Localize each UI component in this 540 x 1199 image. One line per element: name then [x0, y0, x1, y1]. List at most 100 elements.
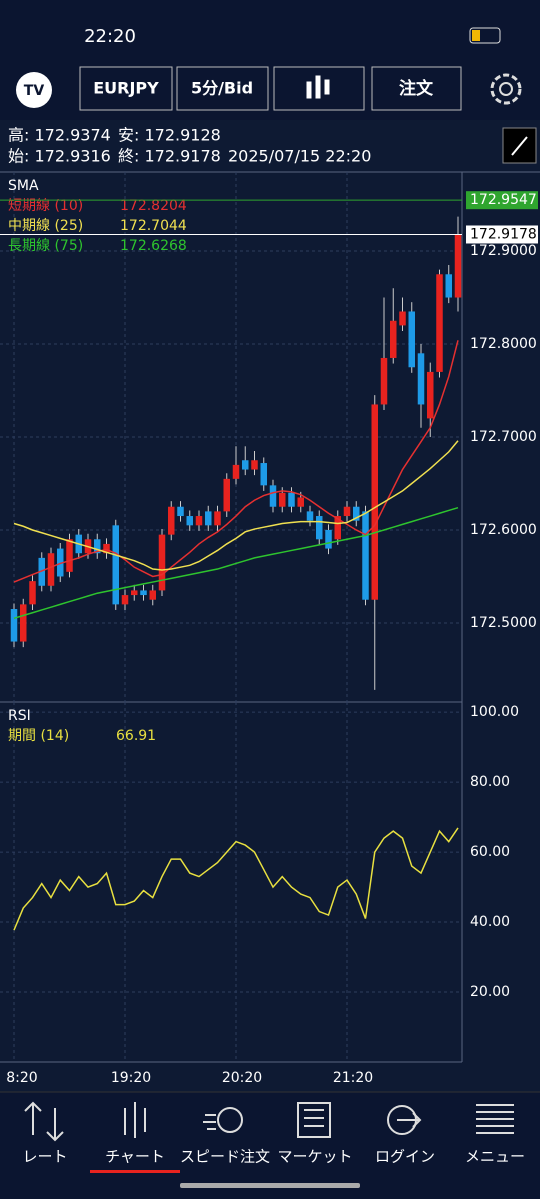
info-high: 高: 172.9374 [8, 126, 111, 145]
candle-body [251, 460, 258, 470]
line-series [13, 440, 459, 571]
y-tick-label: 20.00 [470, 984, 510, 1000]
x-tick-label: 8:20 [6, 1070, 37, 1086]
active-tab [90, 1170, 180, 1173]
home-indicator [180, 1183, 360, 1188]
nav-icons [24, 1101, 514, 1142]
candle-body [408, 311, 415, 368]
candle-body [306, 511, 314, 521]
candle-body [214, 511, 221, 526]
legend-name: 期間 (14) [8, 728, 69, 744]
candle-body [325, 529, 332, 549]
x-tick-label: 20:20 [222, 1070, 262, 1086]
candle-body [390, 320, 397, 358]
candle-body [316, 516, 323, 540]
candle-body [353, 506, 360, 521]
legend-name: 中期線 (25) [8, 218, 83, 234]
candle-body [168, 506, 175, 535]
candle-body [269, 485, 277, 507]
price-badge [466, 225, 538, 244]
price-label: 172.9547 [470, 192, 537, 208]
candle-body [205, 511, 212, 526]
logo[interactable] [16, 72, 52, 108]
settings-core [499, 82, 513, 96]
x-tick-label: 19:20 [111, 1070, 151, 1086]
y-tick-label: 172.6000 [470, 522, 537, 538]
candle-body [436, 274, 443, 372]
candle-body [334, 516, 341, 540]
nav-label[interactable]: チャート [105, 1148, 165, 1166]
candle-body [343, 506, 351, 517]
nav-label[interactable]: ログイン [375, 1148, 435, 1166]
candle-body [149, 590, 156, 600]
nav-label[interactable]: マーケット [277, 1148, 352, 1166]
candle-body [399, 311, 406, 326]
y-tick-label: 60.00 [470, 844, 510, 860]
nav-label[interactable]: スピード注文 [180, 1148, 270, 1166]
legend-name: 短期線 (10) [8, 198, 83, 214]
candle-body [140, 590, 147, 596]
logo-mark: TV [24, 83, 45, 99]
clock: 22:20 [84, 26, 136, 47]
pencil [511, 136, 528, 156]
y-tick-label: 40.00 [470, 914, 510, 930]
nav-label[interactable]: メニュー [465, 1148, 525, 1166]
info-open: 始: 172.9316 [8, 147, 111, 166]
candle-body [371, 404, 378, 600]
panel-title: RSI [8, 708, 31, 724]
candle-body [445, 274, 452, 298]
nav-bar [0, 1092, 540, 1199]
nav-label[interactable]: レート [22, 1148, 67, 1166]
candle-body [454, 234, 462, 298]
candle-body [297, 497, 304, 507]
candle-body [131, 590, 138, 596]
line-series [13, 340, 459, 583]
candle-body [94, 539, 101, 554]
candle-body [223, 478, 230, 512]
candle-body [427, 371, 434, 419]
candle-body [20, 604, 27, 642]
legend-value: 172.6268 [120, 238, 187, 254]
candle-body [103, 543, 110, 554]
symbol: EURJPY [93, 79, 159, 98]
battery [469, 27, 501, 44]
candle-body [29, 581, 36, 605]
y-tick-label: 100.00 [470, 704, 519, 720]
candle-body [57, 548, 64, 577]
candle-body [279, 492, 286, 507]
symbol-button[interactable] [79, 66, 173, 111]
candle-icon [306, 75, 330, 99]
y-tick-label: 172.5000 [470, 615, 537, 631]
interval: 5分/Bid [191, 79, 253, 98]
y-tick-label: 80.00 [470, 774, 510, 790]
panel-title: SMA [8, 178, 39, 194]
order-button[interactable] [371, 66, 462, 111]
status-bar [0, 0, 540, 60]
candle-body [288, 492, 295, 507]
line-series [13, 506, 459, 620]
legend-name: 長期線 (75) [8, 238, 83, 254]
candle-body [242, 460, 249, 470]
candle-body [195, 516, 203, 526]
info-low: 安: 172.9128 [118, 126, 221, 145]
y-tick-label: 172.8000 [470, 336, 537, 352]
info-datetime: 2025/07/15 22:20 [228, 147, 371, 166]
price-badge [466, 191, 538, 210]
candle-body [260, 463, 267, 486]
candle-body [417, 353, 425, 405]
interval-button[interactable] [176, 66, 269, 111]
settings[interactable] [490, 73, 522, 105]
candle-body [112, 525, 119, 605]
info-close: 終: 172.9178 [118, 147, 221, 166]
candle-body [186, 516, 193, 526]
price-label: 172.9178 [470, 226, 537, 242]
order: 注文 [399, 78, 434, 99]
candle-body [47, 553, 55, 586]
y-tick-label: 172.9000 [470, 243, 537, 259]
legend-value: 172.7044 [120, 218, 187, 234]
legend-value: 172.8204 [120, 198, 187, 214]
candle-body [38, 557, 45, 586]
candle-body [232, 464, 240, 479]
